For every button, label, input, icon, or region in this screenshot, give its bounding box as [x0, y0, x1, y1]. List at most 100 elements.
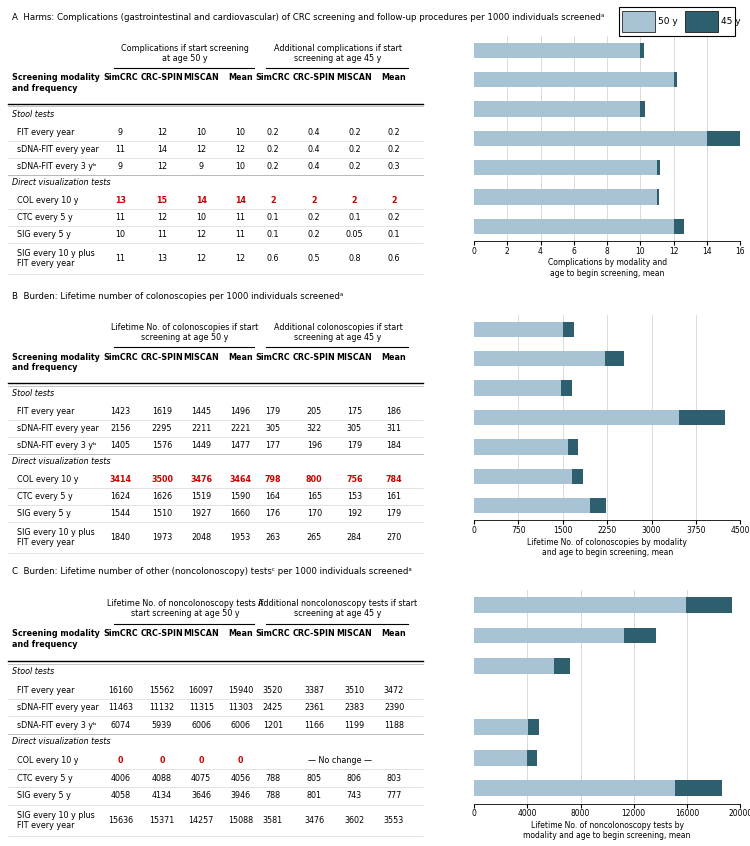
Text: 0.2: 0.2	[308, 213, 320, 222]
Text: 1166: 1166	[304, 721, 324, 730]
Text: 0.6: 0.6	[388, 254, 400, 263]
Text: 179: 179	[346, 441, 362, 450]
Text: Mean: Mean	[228, 629, 253, 639]
Text: Screening modality
and frequency: Screening modality and frequency	[12, 74, 100, 93]
Text: COL every 10 y: COL every 10 y	[16, 196, 78, 205]
Bar	[572, 469, 583, 484]
Bar	[474, 658, 554, 674]
Text: 0.5: 0.5	[308, 254, 320, 263]
Text: Screening modality
and frequency: Screening modality and frequency	[12, 353, 100, 372]
Text: 265: 265	[307, 533, 322, 542]
Text: 14: 14	[196, 196, 207, 205]
Text: Stool tests: Stool tests	[12, 110, 54, 118]
Text: 1201: 1201	[262, 721, 283, 730]
Text: 0.1: 0.1	[388, 230, 400, 239]
Text: 0.2: 0.2	[266, 162, 279, 171]
Text: 14: 14	[235, 196, 246, 205]
Text: SIG every 5 y: SIG every 5 y	[16, 509, 70, 519]
Text: 2: 2	[311, 196, 317, 205]
Text: 3476: 3476	[190, 475, 212, 484]
Text: 3602: 3602	[344, 816, 364, 825]
Bar	[674, 219, 684, 234]
Text: 10: 10	[196, 128, 206, 136]
Text: 11132: 11132	[149, 703, 175, 712]
Text: MISCAN: MISCAN	[183, 74, 219, 82]
Text: 175: 175	[346, 407, 362, 415]
Text: 1626: 1626	[152, 492, 172, 501]
Text: 179: 179	[265, 407, 280, 415]
Text: COL every 10 y: COL every 10 y	[16, 475, 78, 484]
Bar	[474, 597, 686, 613]
Text: 743: 743	[346, 791, 362, 800]
Bar	[474, 781, 675, 796]
Text: CTC every 5 y: CTC every 5 y	[16, 773, 73, 783]
Text: 4088: 4088	[152, 773, 172, 783]
X-axis label: Complications by modality and
age to begin screening, mean: Complications by modality and age to beg…	[548, 258, 667, 277]
Text: 50 y: 50 y	[658, 17, 678, 26]
Text: 798: 798	[265, 475, 281, 484]
Text: 6006: 6006	[191, 721, 211, 730]
Text: 805: 805	[307, 773, 322, 783]
Text: 10: 10	[236, 128, 245, 136]
Text: 184: 184	[386, 441, 401, 450]
Text: Lifetime No. of colonoscopies if start
screening at age 50 y: Lifetime No. of colonoscopies if start s…	[112, 323, 259, 343]
Text: 15940: 15940	[228, 685, 253, 695]
Text: 0.2: 0.2	[348, 162, 361, 171]
Text: 4058: 4058	[110, 791, 130, 800]
Text: 11463: 11463	[108, 703, 133, 712]
Text: 6006: 6006	[230, 721, 251, 730]
Text: 12: 12	[157, 128, 167, 136]
Text: Direct visualization tests: Direct visualization tests	[12, 457, 110, 466]
Bar	[474, 351, 605, 366]
Text: 3946: 3946	[230, 791, 251, 800]
Text: 2156: 2156	[110, 424, 130, 433]
Text: SIG every 5 y: SIG every 5 y	[16, 791, 70, 800]
Text: 3414: 3414	[110, 475, 131, 484]
Text: 0.2: 0.2	[388, 213, 400, 222]
Text: 803: 803	[386, 773, 401, 783]
Bar	[474, 321, 562, 337]
Text: sDNA-FIT every year: sDNA-FIT every year	[16, 424, 98, 433]
Text: 4075: 4075	[191, 773, 211, 783]
Text: 205: 205	[307, 407, 322, 415]
Text: 9: 9	[118, 162, 123, 171]
Bar	[562, 381, 572, 396]
Text: MISCAN: MISCAN	[183, 629, 219, 639]
Text: sDNA-FIT every 3 yᵇ: sDNA-FIT every 3 yᵇ	[16, 441, 96, 450]
Text: Additional colonoscopies if start
screening at age 45 y: Additional colonoscopies if start screen…	[274, 323, 402, 343]
Text: 10: 10	[236, 162, 245, 171]
X-axis label: Lifetime No. of colonoscopies by modality
and age to begin screening, mean: Lifetime No. of colonoscopies by modalit…	[527, 537, 687, 557]
Text: 0.4: 0.4	[308, 128, 320, 136]
Text: 14257: 14257	[188, 816, 214, 825]
Text: 153: 153	[346, 492, 362, 501]
Text: 0: 0	[159, 756, 165, 765]
Text: MISCAN: MISCAN	[337, 74, 372, 82]
Text: Stool tests: Stool tests	[12, 389, 54, 398]
Text: 11: 11	[236, 213, 245, 222]
Text: sDNA-FIT every year: sDNA-FIT every year	[16, 145, 98, 154]
Text: 10: 10	[116, 230, 125, 239]
Bar	[562, 321, 574, 337]
Text: 14: 14	[157, 145, 167, 154]
Text: 1423: 1423	[110, 407, 130, 415]
Bar	[474, 219, 674, 234]
Text: 1477: 1477	[230, 441, 251, 450]
Bar	[679, 409, 725, 426]
Text: 2048: 2048	[191, 533, 211, 542]
Text: 12: 12	[236, 145, 245, 154]
Text: 176: 176	[266, 509, 280, 519]
Bar	[640, 42, 644, 58]
Text: MISCAN: MISCAN	[337, 353, 372, 361]
Bar	[474, 130, 707, 146]
Text: 12: 12	[157, 213, 167, 222]
Bar	[568, 439, 578, 454]
Bar	[605, 351, 624, 366]
Text: 15562: 15562	[149, 685, 175, 695]
Text: 0.2: 0.2	[388, 145, 400, 154]
Bar	[686, 597, 733, 613]
Bar	[474, 469, 572, 484]
Text: CRC-SPIN: CRC-SPIN	[141, 629, 184, 639]
Text: 12: 12	[157, 162, 167, 171]
Text: Mean: Mean	[382, 74, 406, 82]
Text: 15: 15	[157, 196, 167, 205]
